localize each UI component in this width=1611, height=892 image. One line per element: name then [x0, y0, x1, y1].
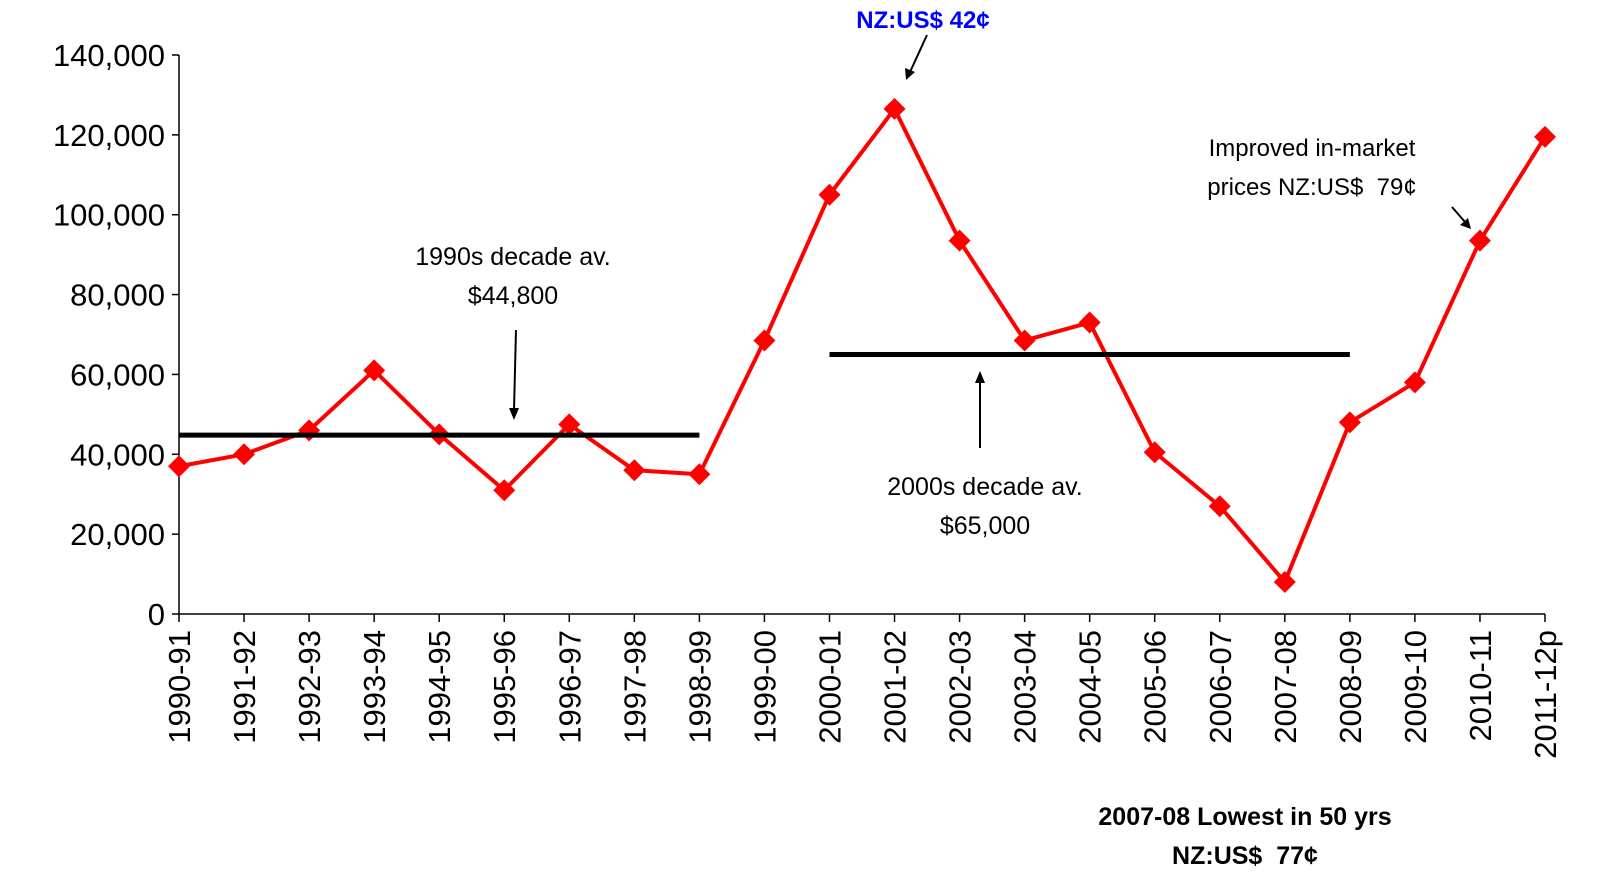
- x-tick-label: 1994-95: [422, 630, 457, 744]
- x-tick-label: 1997-98: [617, 630, 652, 744]
- data-line: [178, 105, 1547, 586]
- x-tick-label: 1990-91: [162, 630, 197, 744]
- annotation: 1990s decade av.: [415, 243, 611, 271]
- annotation: NZ:US$ 42¢: [856, 7, 989, 34]
- point: [1338, 411, 1361, 434]
- y-tick-label: 40,000: [70, 437, 165, 472]
- point: [883, 97, 906, 120]
- x-tick-label: 2001-02: [878, 630, 913, 744]
- point: [1013, 329, 1036, 352]
- point: [948, 229, 971, 252]
- arrow: [1451, 206, 1466, 223]
- y-tick-label: 80,000: [70, 278, 165, 313]
- annotation: $65,000: [940, 512, 1030, 540]
- x-tick-label: 2004-05: [1073, 630, 1108, 744]
- point: [623, 459, 646, 482]
- annotation: 2000s decade av.: [887, 473, 1083, 501]
- point: [753, 329, 776, 352]
- y-tick-label: 60,000: [70, 357, 165, 392]
- arrow-head: [975, 371, 985, 383]
- arrow: [909, 34, 928, 73]
- point: [1273, 571, 1296, 594]
- y-tick-label: 140,000: [53, 38, 165, 73]
- x-tick-label: 2002-03: [943, 630, 978, 744]
- arrow: [513, 329, 517, 411]
- point: [1403, 371, 1426, 394]
- point: [1534, 125, 1556, 148]
- y-tick-label: 20,000: [70, 517, 165, 552]
- x-tick-label: 2007-08: [1268, 630, 1303, 744]
- x-tick-label: 1996-97: [552, 630, 587, 744]
- y-tick-label: 0: [148, 597, 165, 632]
- annotation: NZ:US$ 77¢: [1172, 842, 1318, 870]
- x-tick-label: 2009-10: [1398, 630, 1433, 744]
- x-tick-label: 2008-09: [1333, 630, 1368, 744]
- annotation: 2007-08 Lowest in 50 yrs: [1098, 803, 1391, 831]
- point: [233, 443, 256, 466]
- x-tick-label: 2003-04: [1008, 630, 1043, 744]
- x-tick-label: 1992-93: [292, 630, 327, 744]
- point: [688, 463, 711, 486]
- point: [1143, 441, 1166, 464]
- x-tick-label: 1999-00: [747, 630, 782, 744]
- point: [558, 413, 581, 436]
- x-tick-label: 1993-94: [357, 630, 392, 744]
- point: [1208, 495, 1231, 518]
- annotation: prices NZ:US$ 79¢: [1207, 174, 1416, 201]
- x-tick-label: 1995-96: [487, 630, 522, 744]
- annotation: Improved in-market: [1209, 135, 1416, 162]
- arrow-head: [905, 68, 915, 80]
- point: [168, 455, 190, 478]
- x-tick-label: 2011-12p: [1528, 630, 1563, 759]
- annotation: $44,800: [468, 282, 558, 310]
- point: [493, 479, 516, 502]
- x-tick-label: 1998-99: [682, 630, 717, 744]
- y-tick-label: 120,000: [53, 118, 165, 153]
- arrow-head: [1460, 218, 1471, 229]
- y-tick-label: 100,000: [53, 198, 165, 233]
- x-tick-label: 2005-06: [1138, 630, 1173, 744]
- x-tick-label: 2010-11: [1463, 630, 1498, 741]
- arrow-head: [509, 408, 519, 420]
- point: [1078, 311, 1101, 334]
- point: [363, 359, 386, 382]
- x-tick-label: 2000-01: [812, 630, 847, 744]
- point: [818, 183, 841, 206]
- x-tick-label: 2006-07: [1203, 630, 1238, 744]
- x-tick-label: 1991-92: [227, 630, 262, 744]
- point: [1468, 229, 1491, 252]
